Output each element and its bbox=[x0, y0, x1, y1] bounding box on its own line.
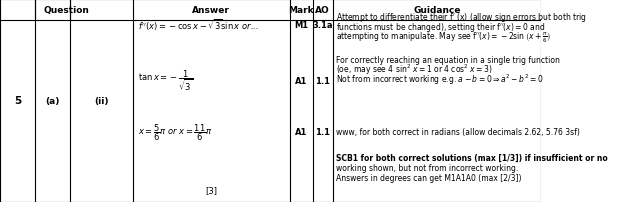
Text: AO: AO bbox=[315, 6, 330, 15]
Text: SCB1 for both correct solutions (max [1/3]) if insufficient or no: SCB1 for both correct solutions (max [1/… bbox=[335, 153, 607, 162]
Text: (ii): (ii) bbox=[94, 97, 109, 105]
Text: www, for both correct in radians (allow decimals 2.62, 5.76 3sf): www, for both correct in radians (allow … bbox=[335, 128, 580, 137]
Text: M1: M1 bbox=[294, 21, 308, 30]
Text: 1.1: 1.1 bbox=[315, 76, 330, 85]
Text: Guidance: Guidance bbox=[413, 6, 461, 15]
Text: A1: A1 bbox=[295, 76, 307, 85]
Text: attempting to manipulate. May see f$''(x) = -2\sin\left(x + \frac{\pi}{6}\right): attempting to manipulate. May see f$''(x… bbox=[335, 30, 551, 45]
Text: (oe, may see 4 sin$^2$ $x = 1$ or 4 cos$^2$ $x = 3$): (oe, may see 4 sin$^2$ $x = 1$ or 4 cos$… bbox=[335, 63, 492, 77]
Text: 3.1a: 3.1a bbox=[313, 21, 333, 30]
Text: For correctly reaching an equation in a single trig function: For correctly reaching an equation in a … bbox=[335, 56, 560, 65]
Text: Attempt to differentiate their f$'$ (x) (allow sign errors but both trig: Attempt to differentiate their f$'$ (x) … bbox=[335, 11, 587, 24]
Text: working shown, but not from incorrect working.: working shown, but not from incorrect wo… bbox=[335, 163, 518, 172]
Text: Question: Question bbox=[43, 6, 89, 15]
Text: $f''(x) = -\cos x - \sqrt{3}\sin x$ or...: $f''(x) = -\cos x - \sqrt{3}\sin x$ or..… bbox=[138, 18, 259, 33]
Text: (a): (a) bbox=[46, 97, 60, 105]
Text: Answer: Answer bbox=[192, 6, 230, 15]
Text: A1: A1 bbox=[295, 128, 307, 137]
Text: [3]: [3] bbox=[205, 185, 217, 194]
Text: Not from incorrect working e.g. $a - b = 0 \Rightarrow a^2 - b^2 = 0$: Not from incorrect working e.g. $a - b =… bbox=[335, 73, 543, 87]
Text: Answers in degrees can get M1A1A0 (max [2/3]): Answers in degrees can get M1A1A0 (max [… bbox=[335, 173, 521, 182]
Text: $\tan x = -\dfrac{1}{\sqrt{3}}$: $\tan x = -\dfrac{1}{\sqrt{3}}$ bbox=[138, 69, 193, 93]
Text: $x = \dfrac{5}{6}\pi$ or $x = \dfrac{11}{6}\pi$: $x = \dfrac{5}{6}\pi$ or $x = \dfrac{11}… bbox=[138, 122, 213, 143]
Text: 5: 5 bbox=[14, 96, 21, 106]
Text: 1.1: 1.1 bbox=[315, 128, 330, 137]
Text: Mark: Mark bbox=[288, 6, 314, 15]
Text: functions must be changed), setting their f$''(x) = 0$ and: functions must be changed), setting thei… bbox=[335, 21, 545, 34]
